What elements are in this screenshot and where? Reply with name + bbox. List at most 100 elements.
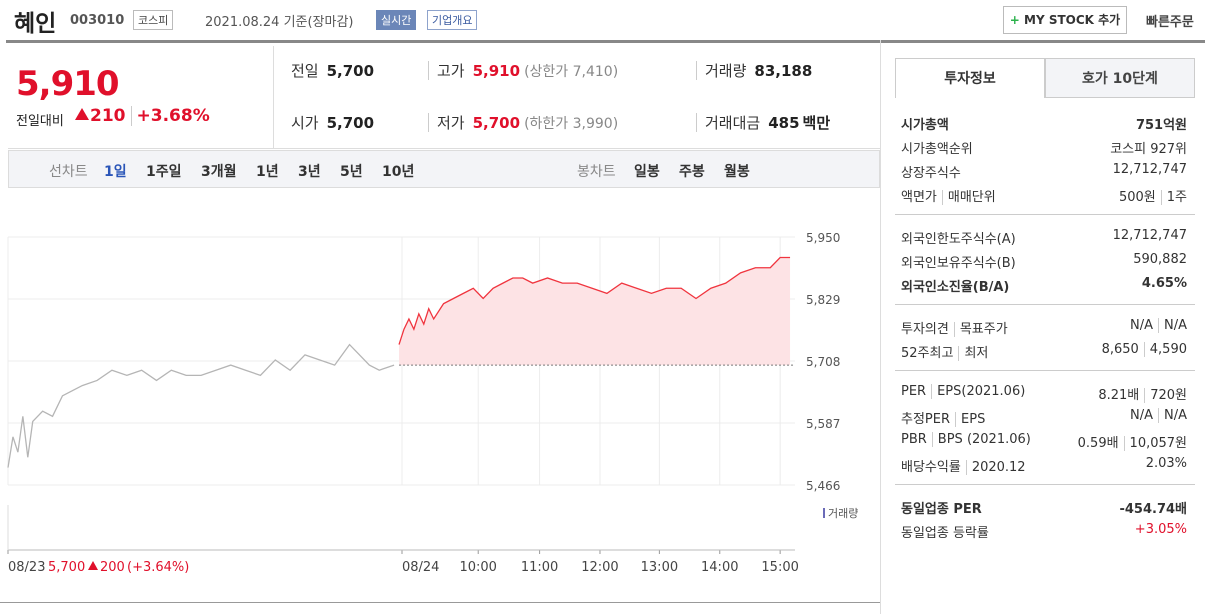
tab-group-label: 봉차트 xyxy=(577,164,616,180)
info-value: 0.59배 10,057원 xyxy=(1078,432,1187,451)
info-row: 추정PER EPS N/A N/A xyxy=(901,408,1187,428)
info-label: 배당수익률 xyxy=(901,460,961,475)
summary-label: 고가 xyxy=(437,62,465,80)
summary-label: 저가 xyxy=(437,114,465,132)
info-value-part: N/A xyxy=(1164,408,1187,423)
info-tab[interactable]: 호가 10단계 xyxy=(1045,58,1195,98)
period-tab[interactable]: 1년 xyxy=(256,164,279,180)
info-row: PER EPS(2021.06) 8.21배 720원 xyxy=(901,384,1187,404)
info-label: EPS(2021.06) xyxy=(937,384,1026,399)
period-tab[interactable]: 1주일 xyxy=(146,164,182,180)
prev-close: 5,700 xyxy=(48,560,85,575)
separator xyxy=(955,412,957,427)
info-value: 8,650 4,590 xyxy=(1102,342,1187,357)
candle-tab[interactable]: 일봉 xyxy=(634,164,660,180)
info-label: BPS (2021.06) xyxy=(937,432,1031,447)
info-value-part: 8.21배 xyxy=(1098,388,1140,403)
tab-group-label: 선차트 xyxy=(49,164,88,180)
info-value: 751억원 xyxy=(1136,114,1187,133)
info-label: 시가총액 xyxy=(901,118,949,133)
info-value-part: 10,057원 xyxy=(1129,436,1187,451)
info-label: 투자의견 xyxy=(901,322,949,337)
summary-value: 5,700 xyxy=(326,114,375,132)
period-tabs: 선차트 1일 1주일 3개월 1년 3년 5년 10년 봉차트 일봉 주봉 월봉 xyxy=(8,150,880,188)
area xyxy=(399,257,791,366)
info-row: 액면가 매매단위 500원 1주 xyxy=(901,186,1187,206)
info-value: 500원 1주 xyxy=(1119,186,1187,205)
info-label: 외국인보유주식수(B) xyxy=(901,256,1016,271)
info-label: 외국인한도주식수(A) xyxy=(901,232,1016,247)
summary-value: 5,700 xyxy=(326,62,375,80)
info-value-part: 코스피 927위 xyxy=(1110,142,1187,157)
info-row: 52주최고 최저 8,650 4,590 xyxy=(901,342,1187,362)
separator xyxy=(1123,436,1125,451)
price-line xyxy=(398,256,791,345)
stock-code: 003010 xyxy=(70,13,125,28)
summary-label: 거래대금 xyxy=(705,114,761,132)
separator xyxy=(1158,318,1159,333)
summary-value: 83,188 xyxy=(754,62,813,80)
stock-name: 혜인 xyxy=(14,11,57,37)
separator xyxy=(428,113,429,132)
y-tick-label: 5,950 xyxy=(806,231,840,245)
header: 혜인 003010 코스피 2021.08.24 기준(장마감) 실시간 기업개… xyxy=(0,0,1211,40)
summary-item: 저가 5,700 (하한가 3,990) xyxy=(428,112,618,133)
quick-order[interactable]: 빠른주문 xyxy=(1146,15,1194,30)
candle-tab[interactable]: 주봉 xyxy=(679,164,705,180)
summary-item: 거래대금 485 백만 xyxy=(696,112,830,133)
change-rate: +3.68% xyxy=(136,106,210,126)
summary-value: 5,700 xyxy=(472,114,521,132)
summary-label: 시가 xyxy=(291,114,319,132)
x-tick-label: 15:00 xyxy=(761,560,798,575)
realtime-badge[interactable]: 실시간 xyxy=(376,10,417,30)
period-tab[interactable]: 5년 xyxy=(340,164,363,180)
info-value-part: 500원 xyxy=(1118,190,1156,205)
date: 2021.08.24 기준(장마감) xyxy=(205,15,354,30)
mystock-label: MY STOCK 추가 xyxy=(1024,13,1121,27)
candle-tab[interactable]: 월봉 xyxy=(724,164,750,180)
info-value-part: 0.59배 xyxy=(1077,436,1119,451)
info-label: 52주최고 xyxy=(901,346,954,361)
period-tab[interactable]: 3개월 xyxy=(201,164,237,180)
period-tab[interactable]: 3년 xyxy=(298,164,321,180)
summary-item: 고가 5,910 (상한가 7,410) xyxy=(428,60,618,81)
current-price: 5,910 xyxy=(16,64,120,104)
separator xyxy=(965,460,967,475)
info-row: 동일업종 등락률 +3.05% xyxy=(901,522,1187,542)
info-label: EPS xyxy=(961,412,986,427)
info-value-part: +3.05% xyxy=(1134,522,1187,537)
info-value: 2.03% xyxy=(1146,456,1187,471)
period-tab[interactable]: 10년 xyxy=(382,164,415,180)
company-button[interactable]: 기업개요 xyxy=(427,10,478,30)
summary-label: 거래량 xyxy=(705,62,747,80)
separator xyxy=(696,113,697,132)
info-value-part: 12,712,747 xyxy=(1112,162,1187,177)
price-box: 5,910 전일대비 210 +3.68% 전일 5,700 고가 5,910 (상한가 … xyxy=(8,46,880,149)
panel-divider xyxy=(880,40,881,614)
info-value: +3.05% xyxy=(1135,522,1187,537)
separator xyxy=(1158,408,1159,423)
info-label: 액면가 xyxy=(901,190,937,205)
info-row: 외국인한도주식수(A) 12,712,747 xyxy=(901,228,1187,248)
info-value: N/A N/A xyxy=(1130,408,1187,423)
y-tick-label: 5,466 xyxy=(806,479,840,493)
separator xyxy=(428,61,429,80)
volume-legend-swatch xyxy=(823,508,825,518)
mystock-button[interactable]: + MY STOCK 추가 xyxy=(1003,6,1127,34)
info-tab[interactable]: 투자정보 xyxy=(895,58,1045,98)
info-value-part: N/A xyxy=(1164,318,1187,333)
info-value-part: -454.74배 xyxy=(1119,502,1187,517)
info-value: 12,712,747 xyxy=(1113,162,1187,177)
change-label: 전일대비 xyxy=(16,114,64,129)
x-tick-label: 14:00 xyxy=(701,560,738,575)
summary-note: (하한가 3,990) xyxy=(524,116,619,132)
info-label: 동일업종 등락률 xyxy=(901,526,989,541)
bottom-line xyxy=(0,602,880,603)
section-divider xyxy=(895,214,1195,215)
x-tick-label: 08/24 xyxy=(402,560,439,575)
info-value-part: 1주 xyxy=(1166,190,1187,205)
period-tab[interactable]: 1일 xyxy=(104,164,127,180)
x-tick-label: 13:00 xyxy=(641,560,678,575)
info-value-part: 4,590 xyxy=(1149,342,1187,357)
